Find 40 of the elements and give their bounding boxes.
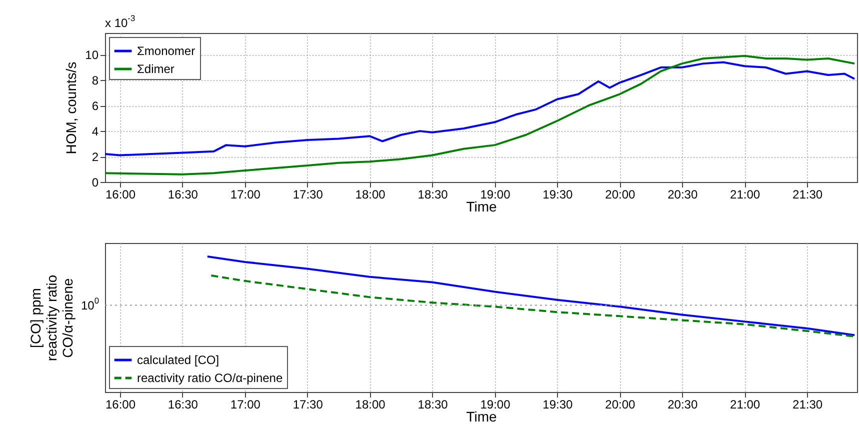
x-tick-label: 19:00 — [480, 188, 511, 202]
x-tick-label: 20:30 — [668, 398, 698, 412]
x-tick-label: 17:30 — [292, 188, 324, 202]
x-tick-label: 16:00 — [105, 398, 136, 412]
legend-label: calculated [CO] — [137, 353, 220, 367]
x-tick-label: 20:00 — [605, 398, 636, 412]
y-tick-label: 4 — [92, 124, 99, 139]
x-tick-label: 21:30 — [792, 398, 823, 412]
x-tick-label: 16:30 — [168, 398, 198, 412]
y-tick-label: 2 — [92, 150, 99, 164]
legend-label: reactivity ratio CO/α-pinene — [137, 371, 283, 385]
x-axis-title: Time — [466, 198, 498, 214]
x-tick-label: 19:30 — [542, 398, 574, 412]
x-tick-label: 18:30 — [418, 188, 448, 202]
x-tick-label: 19:30 — [542, 188, 574, 202]
x-tick-label: 17:00 — [230, 188, 261, 202]
legend-label: Σdimer — [137, 62, 174, 76]
x-tick-label: 17:00 — [230, 398, 261, 412]
x-tick-label: 16:00 — [105, 188, 136, 202]
x-tick-label: 16:30 — [168, 188, 198, 202]
legend-label: Σmonomer — [137, 44, 196, 58]
y-tick-label: 10 — [85, 48, 99, 62]
x-tick-label: 20:30 — [668, 188, 698, 202]
x-tick-label: 21:30 — [792, 188, 823, 202]
x-tick-label: 21:00 — [730, 188, 760, 202]
x-axis-title: Time — [466, 408, 498, 424]
line-series — [105, 54, 856, 176]
y-tick-label: 8 — [92, 74, 99, 88]
y-tick-label: 0 — [92, 176, 99, 190]
x-tick-label: 18:00 — [355, 188, 386, 202]
y-axis-title: HOM, counts/s — [63, 62, 80, 154]
line-series — [105, 61, 856, 156]
y-axis-title: [CO] ppm reactivity ratio CO/α-pinene — [28, 274, 76, 362]
x-tick-label: 17:30 — [292, 398, 324, 412]
x-tick-label: 18:00 — [355, 398, 386, 412]
x-tick-label: 20:00 — [605, 188, 636, 202]
y-tick-label: 6 — [92, 99, 99, 114]
x-tick-label: 21:00 — [730, 398, 760, 412]
x-tick-label: 18:30 — [418, 398, 448, 412]
x-tick-label: 19:00 — [480, 398, 511, 412]
